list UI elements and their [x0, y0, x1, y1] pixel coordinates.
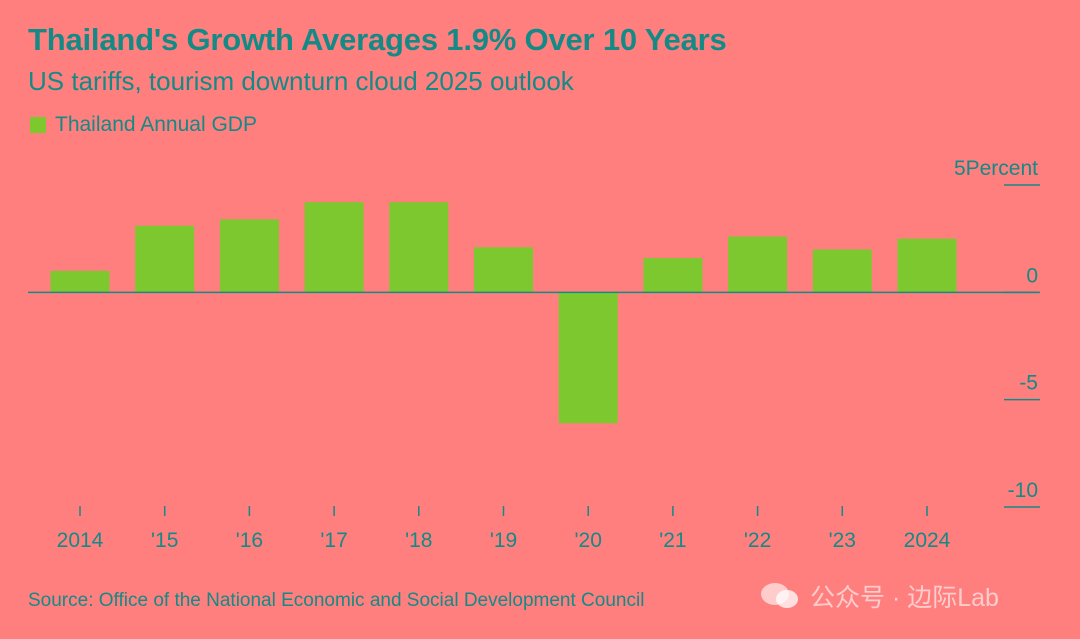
- watermark-text: 公众号 · 边际Lab: [810, 584, 999, 612]
- watermark: 公众号 · 边际Lab: [760, 578, 999, 614]
- bar: [50, 270, 110, 293]
- bar: [728, 236, 788, 293]
- x-tick-label: 2024: [904, 529, 951, 552]
- x-tick-label: '19: [490, 529, 517, 552]
- legend: Thailand Annual GDP: [30, 113, 257, 137]
- chart-title: Thailand's Growth Averages 1.9% Over 10 …: [28, 22, 727, 57]
- x-tick-label: '21: [659, 529, 686, 552]
- bar: [812, 249, 872, 293]
- bar: [219, 219, 279, 293]
- y-tick-label: 0: [1026, 264, 1038, 287]
- x-tick-label: '15: [151, 529, 178, 552]
- bar: [897, 238, 957, 293]
- x-tick-label: 2014: [57, 529, 104, 552]
- chat-bubble-icon: [761, 583, 798, 608]
- x-tick-label: '16: [236, 529, 263, 552]
- bar: [558, 292, 618, 424]
- y-tick-label: 5Percent: [954, 157, 1038, 180]
- x-tick-label: '18: [405, 529, 432, 552]
- legend-label: Thailand Annual GDP: [55, 113, 257, 136]
- x-tick-label: '23: [829, 529, 856, 552]
- y-tick-label: -5: [1019, 372, 1038, 395]
- x-tick-label: '22: [744, 529, 771, 552]
- bar: [389, 202, 449, 293]
- y-tick-label: -10: [1008, 479, 1038, 502]
- bar: [304, 202, 364, 293]
- source-note: Source: Office of the National Economic …: [28, 590, 645, 611]
- legend-swatch: [30, 117, 46, 133]
- bar: [135, 225, 195, 293]
- x-tick-label: '20: [575, 529, 602, 552]
- x-tick-label: '17: [320, 529, 347, 552]
- bar: [474, 247, 533, 293]
- bar: [643, 257, 703, 293]
- chart-subtitle: US tariffs, tourism downturn cloud 2025 …: [28, 66, 574, 96]
